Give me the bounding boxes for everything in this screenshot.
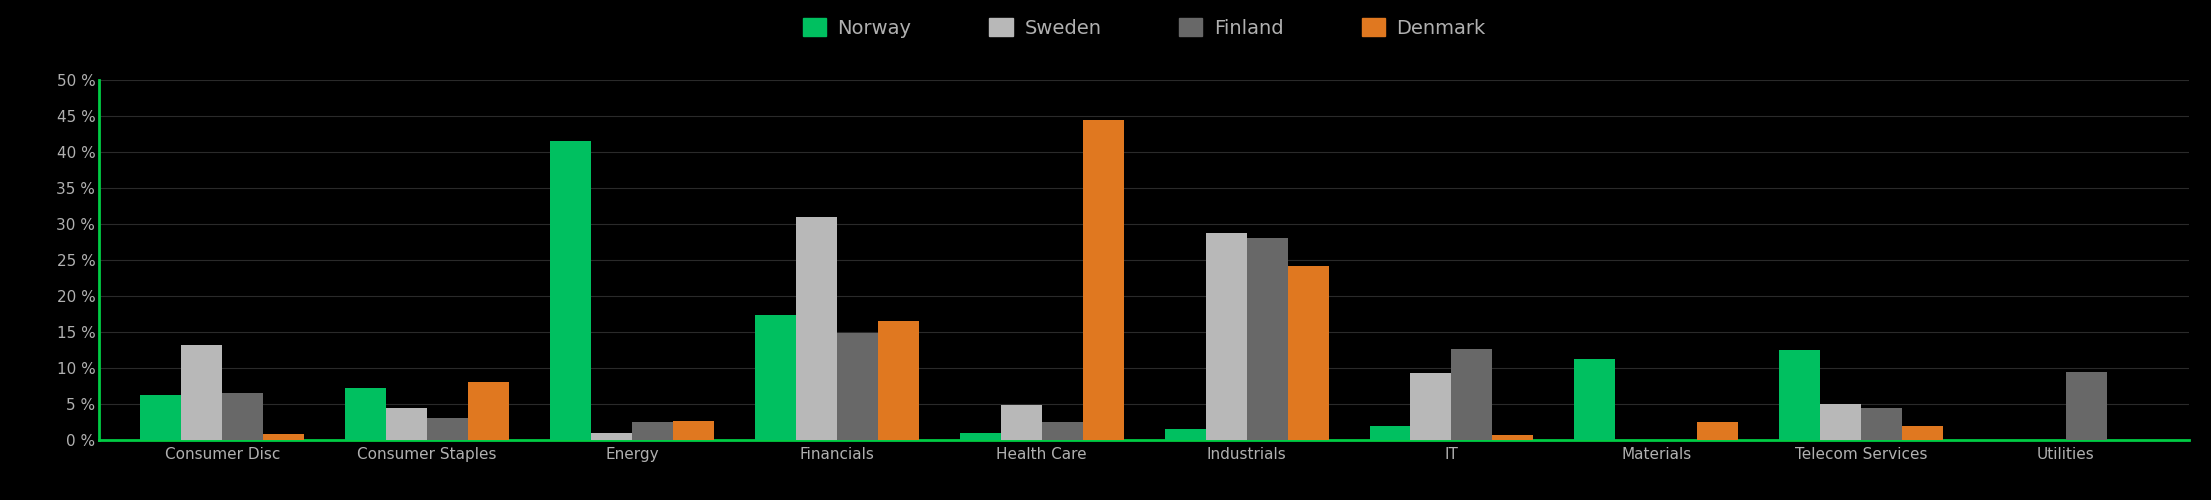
Bar	[1205, 232, 1247, 440]
Bar	[878, 321, 920, 440]
Bar	[1901, 426, 1943, 440]
Bar	[427, 418, 469, 440]
Bar	[796, 217, 838, 440]
Bar	[1287, 266, 1329, 440]
Bar	[142, 394, 181, 440]
Bar	[387, 408, 427, 440]
Bar	[838, 334, 878, 440]
Legend: Norway, Sweden, Finland, Denmark: Norway, Sweden, Finland, Denmark	[794, 10, 1495, 45]
Bar	[1002, 406, 1041, 440]
Bar	[672, 422, 714, 440]
Bar	[1574, 360, 1616, 440]
Bar	[754, 316, 796, 440]
Bar	[1083, 120, 1123, 440]
Bar	[1698, 422, 1738, 440]
Bar	[1165, 429, 1205, 440]
Bar	[263, 434, 305, 440]
Bar	[2065, 372, 2107, 440]
Bar	[632, 422, 672, 440]
Bar	[551, 141, 590, 440]
Bar	[1862, 408, 1901, 440]
Bar	[1247, 238, 1287, 440]
Bar	[1450, 348, 1492, 440]
Bar	[223, 393, 263, 440]
Bar	[590, 433, 632, 440]
Bar	[345, 388, 387, 440]
Bar	[1369, 426, 1411, 440]
Bar	[960, 433, 1002, 440]
Bar	[1492, 435, 1534, 440]
Bar	[469, 382, 509, 440]
Bar	[1411, 373, 1450, 440]
Bar	[1820, 404, 1862, 440]
Bar	[1041, 422, 1083, 440]
Bar	[1780, 350, 1820, 440]
Bar	[181, 345, 223, 440]
